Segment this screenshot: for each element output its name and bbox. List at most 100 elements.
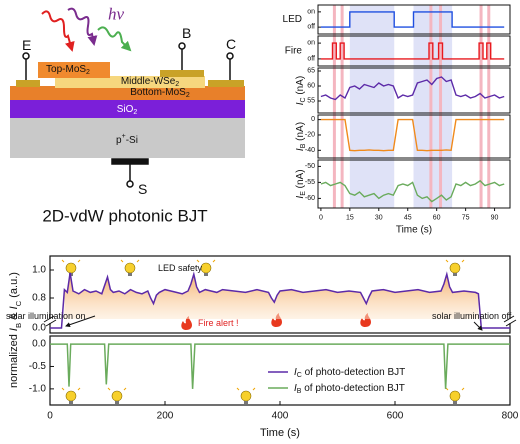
bulb-ray bbox=[236, 387, 240, 391]
y-axis-label: IE (nA) bbox=[295, 169, 308, 198]
bulb-ray bbox=[461, 387, 465, 391]
label-part: C bbox=[14, 300, 23, 306]
photon-label: hν bbox=[108, 5, 125, 24]
photon-arrow bbox=[97, 26, 132, 52]
y-tick-label: 1.0 bbox=[32, 265, 46, 276]
bulb-icon bbox=[453, 401, 457, 404]
y-tick-label: -20 bbox=[305, 131, 315, 138]
x-axis-label: Time (s) bbox=[260, 427, 300, 439]
label-part: I bbox=[295, 148, 306, 151]
bottom-layer bbox=[10, 86, 245, 100]
y-tick-label: 0.8 bbox=[32, 293, 46, 304]
label-part: I bbox=[294, 367, 297, 378]
trace bbox=[320, 76, 505, 101]
layer-label: SiO2 bbox=[117, 104, 138, 117]
label-part: of photo-detection BJT bbox=[301, 383, 404, 394]
bulb-icon bbox=[244, 401, 248, 404]
y-axis-label: Fire bbox=[285, 46, 303, 57]
bulb-icon bbox=[453, 273, 457, 276]
bulb-icon bbox=[204, 273, 208, 276]
axis-break bbox=[505, 319, 515, 323]
led-on-band bbox=[413, 5, 453, 208]
middle-layer bbox=[55, 76, 205, 88]
y-tick-label: -1.0 bbox=[29, 383, 47, 394]
label-part: C bbox=[297, 372, 302, 379]
x-tick-label: 400 bbox=[272, 411, 289, 422]
label-part: & bbox=[8, 309, 20, 322]
label-part: E bbox=[300, 191, 307, 196]
y-tick-label: off bbox=[307, 24, 315, 31]
bulb-icon bbox=[111, 390, 123, 402]
annotation: solar illumination on bbox=[6, 311, 86, 321]
bulb-icon bbox=[65, 262, 77, 274]
x-tick-label: 200 bbox=[157, 411, 174, 422]
layer-label: Bottom-MoS2 bbox=[130, 87, 190, 100]
electrode bbox=[160, 70, 204, 77]
electrode bbox=[16, 80, 40, 87]
bulb-ray bbox=[77, 387, 81, 391]
panel-frame bbox=[317, 4, 511, 35]
label-part: B bbox=[297, 388, 302, 395]
label-part: B bbox=[14, 323, 23, 328]
terminal-label: E bbox=[22, 37, 31, 53]
bulb-ray bbox=[123, 387, 127, 391]
y-tick-label: 0.0 bbox=[32, 339, 46, 350]
layer-label: Middle-WSe2 bbox=[121, 76, 179, 89]
panel-frame bbox=[317, 114, 511, 159]
label-part: (nA) bbox=[295, 76, 306, 98]
oxide bbox=[10, 100, 245, 118]
bulb-ray bbox=[107, 387, 111, 391]
panel-frame bbox=[317, 159, 511, 209]
bulb-icon bbox=[240, 390, 252, 402]
panel-frame bbox=[317, 35, 511, 67]
y-tick-label: -40 bbox=[305, 147, 315, 154]
label-part: I bbox=[295, 102, 306, 105]
terminal-label: B bbox=[182, 25, 191, 41]
photon-arrow bbox=[41, 10, 75, 52]
led-on-band bbox=[349, 5, 395, 208]
label-part: B bbox=[300, 143, 307, 148]
y-tick-label: 0 bbox=[311, 116, 315, 123]
area-fill bbox=[64, 272, 479, 319]
x-tick-label: 90 bbox=[491, 215, 499, 222]
y-tick-label: -0.5 bbox=[29, 361, 47, 372]
y-tick-label: 60 bbox=[307, 83, 315, 90]
x-tick-label: 60 bbox=[433, 215, 441, 222]
flame-icon bbox=[181, 316, 192, 330]
bulb-icon bbox=[124, 262, 136, 274]
bulb-ray bbox=[212, 259, 216, 263]
layer-label: p+-Si bbox=[116, 133, 138, 146]
label-part: normalized bbox=[8, 331, 20, 388]
top-layer bbox=[38, 62, 110, 78]
label-part: I bbox=[295, 196, 306, 199]
label-part: C bbox=[300, 97, 307, 102]
bulb-ray bbox=[136, 259, 140, 263]
annotation: solar illumination off bbox=[432, 311, 512, 321]
y-tick-label: 55 bbox=[307, 98, 315, 105]
terminal-label: C bbox=[226, 36, 236, 52]
legend-label: IC of photo-detection BJT bbox=[294, 367, 405, 380]
y-axis-label: LED bbox=[283, 14, 302, 25]
substrate bbox=[10, 118, 245, 158]
trace bbox=[320, 179, 505, 203]
label-part: I bbox=[294, 383, 297, 394]
label-part: of photo-detection BJT bbox=[302, 367, 405, 378]
y-axis-label: IB (nA) bbox=[295, 122, 308, 151]
label-part: I bbox=[8, 328, 20, 331]
bulb-ray bbox=[196, 259, 200, 263]
x-tick-label: 30 bbox=[375, 215, 383, 222]
label-part: I bbox=[8, 306, 20, 309]
axis-break bbox=[45, 319, 57, 327]
x-tick-label: 75 bbox=[462, 215, 470, 222]
axis-break bbox=[505, 319, 517, 327]
bulb-ray bbox=[120, 259, 124, 263]
x-tick-label: 15 bbox=[346, 215, 354, 222]
x-tick-label: 800 bbox=[502, 411, 519, 422]
bulb-icon bbox=[449, 390, 461, 402]
label-part: (a.u.) bbox=[8, 272, 20, 301]
label-part: (nA) bbox=[295, 169, 306, 191]
pins bbox=[22, 42, 234, 188]
axis-break bbox=[43, 315, 55, 323]
caption: 2D-vdW photonic BJT bbox=[42, 207, 207, 226]
